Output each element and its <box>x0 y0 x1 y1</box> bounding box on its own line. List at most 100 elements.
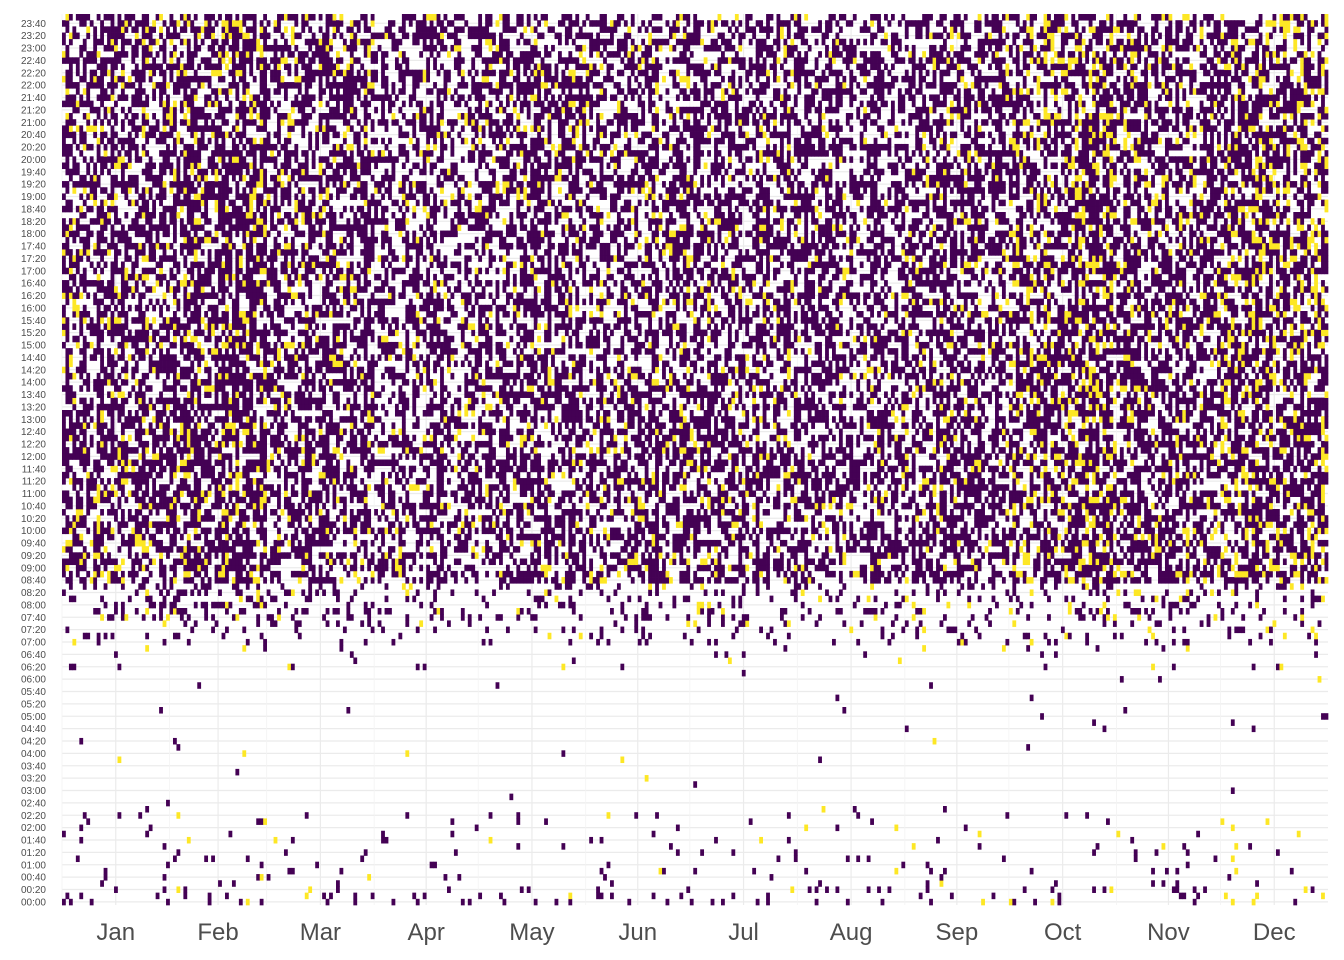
heatmap-cell-high <box>235 509 239 516</box>
heatmap-cell-low <box>312 528 316 535</box>
heatmap-cell-high <box>298 280 302 287</box>
heatmap-cell-low <box>72 274 76 281</box>
heatmap-cell-low <box>312 317 316 324</box>
heatmap-cell-low <box>72 453 76 460</box>
heatmap-cell-high <box>128 435 132 442</box>
heatmap-cell-low <box>159 94 163 101</box>
heatmap-cell-high <box>142 255 146 262</box>
heatmap-cell-low <box>86 292 90 299</box>
heatmap-cell-low <box>242 45 246 52</box>
heatmap-cell-low <box>267 200 271 207</box>
heatmap-cell-high <box>287 515 291 522</box>
heatmap-cell-low <box>163 119 167 126</box>
heatmap-cell-low <box>301 509 305 516</box>
heatmap-cell-high <box>183 113 187 120</box>
heatmap-cell-low <box>336 478 340 485</box>
heatmap-cell-high <box>173 169 177 176</box>
heatmap-cell-high <box>225 51 229 58</box>
heatmap-cell-low <box>294 82 298 89</box>
heatmap-cell-low <box>329 125 333 132</box>
heatmap-cell-low <box>312 231 316 238</box>
heatmap-cell-low <box>319 125 323 132</box>
heatmap-cell-low <box>176 441 180 448</box>
heatmap-cell-low <box>131 138 135 145</box>
heatmap-cell-low <box>76 249 80 256</box>
heatmap-cell-low <box>86 818 90 825</box>
heatmap-cell-low <box>65 435 69 442</box>
heatmap-cell-low <box>343 169 347 176</box>
heatmap-cell-low <box>183 243 187 250</box>
heatmap-cell-low <box>263 441 267 448</box>
heatmap-cell-low <box>121 348 125 355</box>
heatmap-cell-high <box>301 460 305 467</box>
heatmap-cell-low <box>263 119 267 126</box>
heatmap-cell-low <box>69 385 73 392</box>
heatmap-cell-low <box>72 559 76 566</box>
heatmap-cell-low <box>69 571 73 578</box>
heatmap-cell-low <box>124 292 128 299</box>
heatmap-cell-low <box>163 571 167 578</box>
heatmap-cell-low <box>274 280 278 287</box>
heatmap-cell-low <box>319 26 323 33</box>
heatmap-cell-low <box>263 336 267 343</box>
heatmap-cell-low <box>86 410 90 417</box>
heatmap-cell-low <box>111 20 115 27</box>
heatmap-cell-low <box>93 70 97 77</box>
heatmap-cell-high <box>246 33 250 40</box>
heatmap-cell-low <box>222 460 226 467</box>
heatmap-cell-low <box>235 571 239 578</box>
heatmap-cell-low <box>274 200 278 207</box>
heatmap-cell-low <box>93 583 97 590</box>
heatmap-cell-low <box>287 181 291 188</box>
heatmap-cell-low <box>107 57 111 64</box>
heatmap-cell-low <box>204 57 208 64</box>
heatmap-cell-low <box>118 299 122 306</box>
heatmap-cell-low <box>128 200 132 207</box>
heatmap-cell-low <box>180 76 184 83</box>
heatmap-cell-low <box>301 330 305 337</box>
heatmap-cell-high <box>90 342 94 349</box>
heatmap-cell-low <box>90 175 94 182</box>
heatmap-cell-low <box>114 515 118 522</box>
heatmap-cell-low <box>225 231 229 238</box>
heatmap-cell-low <box>62 559 66 566</box>
heatmap-cell-low <box>246 441 250 448</box>
heatmap-cell-low <box>218 490 222 497</box>
heatmap-cell-low <box>163 169 167 176</box>
heatmap-cell-low <box>173 429 177 436</box>
heatmap-cell-low <box>294 268 298 275</box>
heatmap-cell-low <box>208 292 212 299</box>
heatmap-cell-low <box>173 466 177 473</box>
heatmap-cell-high <box>124 268 128 275</box>
heatmap-cell-high <box>149 521 153 528</box>
heatmap-cell-low <box>183 305 187 312</box>
heatmap-cell-low <box>260 193 264 200</box>
heatmap-cell-low <box>260 862 264 869</box>
heatmap-cell-low <box>281 540 285 547</box>
heatmap-cell-low <box>72 472 76 479</box>
heatmap-cell-low <box>72 478 76 485</box>
heatmap-cell-low <box>274 540 278 547</box>
heatmap-cell-low <box>72 664 76 671</box>
heatmap-cell-high <box>145 187 149 194</box>
heatmap-cell-low <box>246 460 250 467</box>
heatmap-cell-low <box>159 367 163 374</box>
heatmap-cell-high <box>194 398 198 405</box>
heatmap-cell-low <box>107 361 111 368</box>
heatmap-cell-low <box>343 385 347 392</box>
heatmap-cell-low <box>97 175 101 182</box>
heatmap-cell-low <box>315 39 319 46</box>
heatmap-cell-low <box>152 490 156 497</box>
heatmap-cell-low <box>339 868 343 875</box>
heatmap-cell-high <box>149 540 153 547</box>
heatmap-cell-low <box>346 286 350 293</box>
heatmap-cell-low <box>65 224 69 231</box>
heatmap-cell-low <box>128 82 132 89</box>
heatmap-cell-low <box>291 509 295 516</box>
heatmap-cell-high <box>319 472 323 479</box>
heatmap-cell-low <box>187 82 191 89</box>
heatmap-cell-low <box>166 26 170 33</box>
heatmap-cell-low <box>183 231 187 238</box>
heatmap-cell-low <box>131 101 135 108</box>
heatmap-cell-low <box>222 391 226 398</box>
